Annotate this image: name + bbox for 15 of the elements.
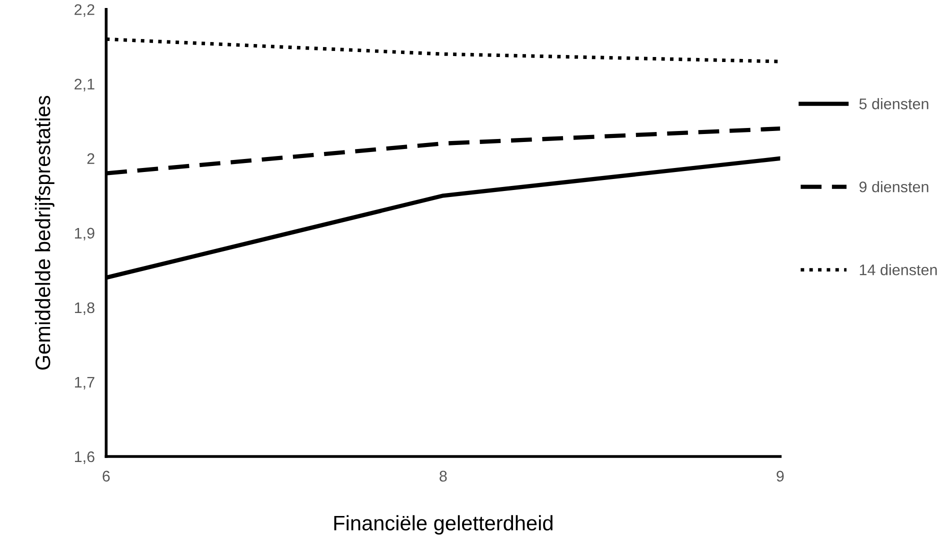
x-tick-label: 6	[102, 470, 110, 482]
y-tick-label: 1,7	[74, 377, 94, 390]
y-axis-title: Gemiddelde bedrijfsprestaties	[34, 96, 54, 370]
legend-label: 5 diensten	[859, 98, 928, 110]
y-tick-label: 2	[87, 153, 94, 164]
x-tick-label: 8	[440, 470, 447, 482]
x-axis-title: Financiële geletterdheid	[334, 515, 552, 535]
y-tick-label: 2,1	[74, 78, 94, 92]
y-tick-label: 1,6	[74, 451, 94, 464]
y-tick-label: 2,2	[74, 4, 94, 17]
legend-label: 9 diensten	[859, 181, 928, 192]
y-tick-label: 1,9	[74, 228, 94, 240]
legend-label: 14 diensten	[860, 264, 937, 276]
x-tick-label: 9	[776, 470, 784, 482]
y-tick-label: 1,8	[74, 302, 94, 315]
